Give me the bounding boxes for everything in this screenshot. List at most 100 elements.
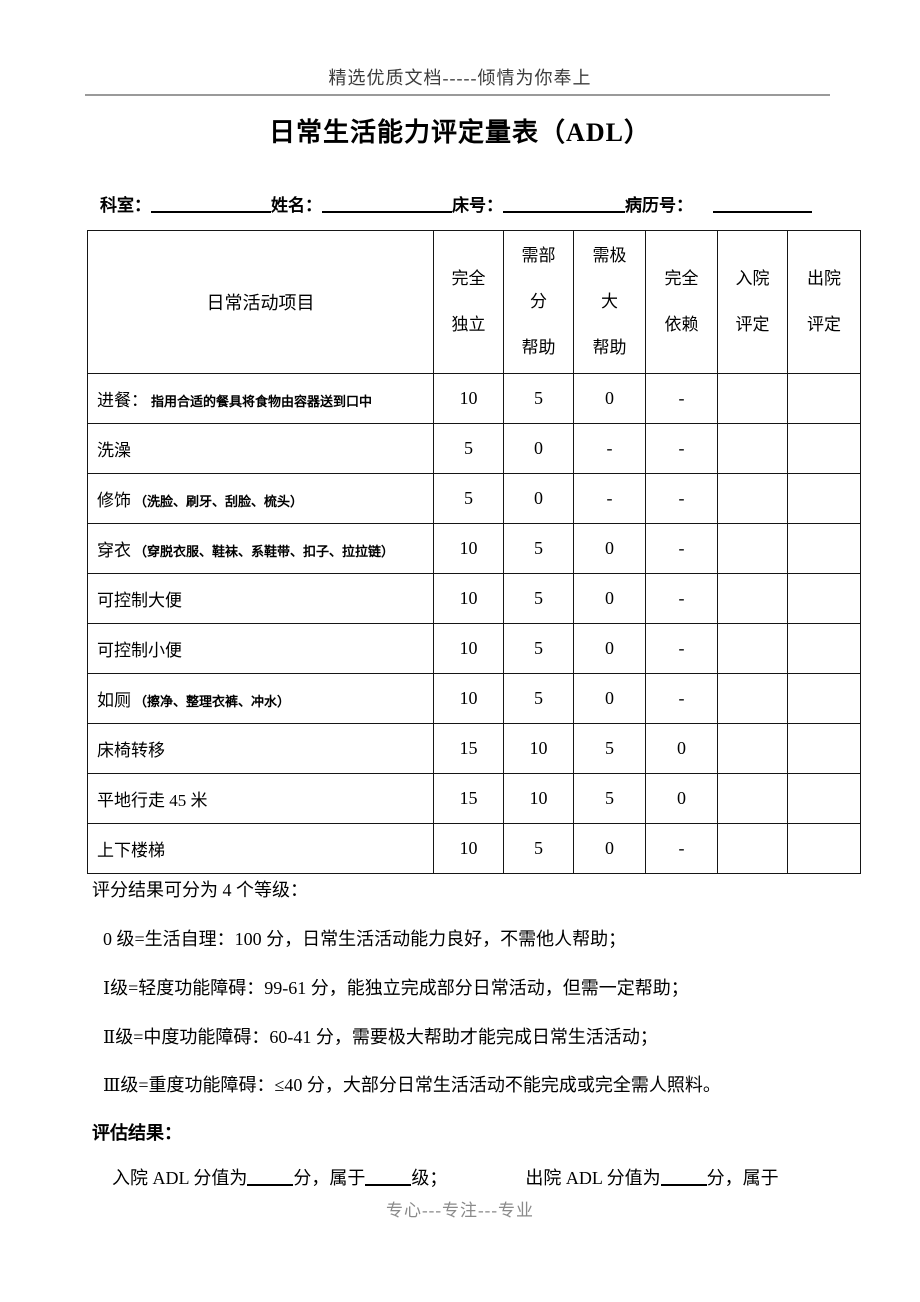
discharge-adl-prefix: 出院 ADL 分值为 — [525, 1168, 661, 1188]
score-cell: 5 — [503, 823, 574, 874]
discharge-eval-cell[interactable] — [787, 773, 861, 824]
col-header-line: 需极 — [592, 246, 627, 265]
score-cell: 5 — [503, 573, 574, 624]
score-cell: 0 — [645, 723, 718, 774]
activity-cell: 如厕 （擦净、整理衣裤、冲水） — [87, 673, 434, 724]
score-cell: 5 — [573, 723, 646, 774]
col-header-line: 分 — [530, 292, 547, 311]
grading-intro: 评分结果可分为 4 个等级： — [92, 880, 308, 900]
bed-blank-field[interactable] — [503, 196, 625, 213]
discharge-eval-cell[interactable] — [787, 623, 861, 674]
grade-level-3: Ⅲ级=重度功能障碍：≤40 分，大部分日常生活活动不能完成或完全需人照料。 — [103, 1075, 721, 1095]
score-cell: 10 — [433, 523, 504, 574]
admission-eval-cell[interactable] — [717, 423, 788, 474]
discharge-score-blank[interactable] — [660, 1169, 707, 1186]
score-cell: 0 — [573, 623, 646, 674]
activity-desc: 指用合适的餐具将食物由容器送到口中 — [151, 394, 373, 409]
discharge-eval-cell[interactable] — [787, 423, 861, 474]
score-cell: 0 — [573, 673, 646, 724]
activity-cell: 可控制大便 — [87, 573, 434, 624]
score-cell: 5 — [503, 673, 574, 724]
patient-info-line: 科室： 姓名： 床号： 病历号： — [100, 191, 840, 216]
score-cell: 15 — [433, 773, 504, 824]
score-cell: 0 — [573, 573, 646, 624]
score-cell: 10 — [433, 623, 504, 674]
score-cell: - — [645, 373, 718, 424]
activity-desc: （擦净、整理衣裤、冲水） — [134, 694, 291, 709]
admission-eval-cell[interactable] — [717, 623, 788, 674]
admission-eval-cell[interactable] — [717, 523, 788, 574]
record-label: 病历号： — [625, 196, 693, 215]
discharge-eval-cell[interactable] — [787, 673, 861, 724]
score-cell: 5 — [433, 423, 504, 474]
table-row-dressing: 穿衣 （穿脱衣服、鞋袜、系鞋带、扣子、拉拉链） 10 5 0 - — [87, 523, 861, 574]
dept-blank-field[interactable] — [151, 196, 271, 213]
col-header-line: 依赖 — [664, 315, 699, 334]
table-row-transfer: 床椅转移 15 10 5 0 — [87, 723, 861, 774]
score-cell: - — [645, 523, 718, 574]
activity-name: 上下楼梯 — [97, 841, 165, 860]
bed-label: 床号： — [452, 196, 503, 215]
discharge-eval-cell[interactable] — [787, 723, 861, 774]
col-header-admission-eval: 入院 评定 — [717, 230, 788, 374]
admission-score-blank[interactable] — [247, 1169, 294, 1186]
discharge-eval-cell[interactable] — [787, 823, 861, 874]
activity-name: 穿衣 — [97, 541, 131, 560]
name-label: 姓名： — [271, 196, 322, 215]
activity-cell: 洗澡 — [87, 423, 434, 474]
score-cell: 0 — [503, 423, 574, 474]
table-row-stairs: 上下楼梯 10 5 0 - — [87, 823, 861, 874]
activity-desc: （穿脱衣服、鞋袜、系鞋带、扣子、拉拉链） — [134, 544, 395, 559]
admission-eval-cell[interactable] — [717, 473, 788, 524]
discharge-eval-cell[interactable] — [787, 573, 861, 624]
activity-cell: 穿衣 （穿脱衣服、鞋袜、系鞋带、扣子、拉拉链） — [87, 523, 434, 574]
admission-eval-cell[interactable] — [717, 773, 788, 824]
table-row-grooming: 修饰 （洗脸、刷牙、刮脸、梳头） 5 0 - - — [87, 473, 861, 524]
grade-level-0: 0 级=生活自理：100 分，日常生活活动能力良好，不需他人帮助； — [103, 929, 627, 949]
score-cell: - — [573, 473, 646, 524]
activity-name: 洗澡 — [97, 441, 131, 460]
admission-eval-cell[interactable] — [717, 573, 788, 624]
score-cell: - — [573, 423, 646, 474]
admission-grade-blank[interactable] — [365, 1169, 412, 1186]
activity-name: 修饰 — [97, 491, 131, 510]
discharge-eval-cell[interactable] — [787, 523, 861, 574]
activity-name: 可控制大便 — [97, 591, 182, 610]
col-header-line: 完全 — [664, 269, 699, 288]
record-blank-field[interactable] — [713, 196, 812, 213]
activity-cell: 床椅转移 — [87, 723, 434, 774]
activity-cell: 进餐： 指用合适的餐具将食物由容器送到口中 — [87, 373, 434, 424]
score-cell: 10 — [433, 573, 504, 624]
activity-cell: 修饰 （洗脸、刷牙、刮脸、梳头） — [87, 473, 434, 524]
table-row-eating: 进餐： 指用合适的餐具将食物由容器送到口中 10 5 0 - — [87, 373, 861, 424]
table-row-toileting: 如厕 （擦净、整理衣裤、冲水） 10 5 0 - — [87, 673, 861, 724]
grade-level-1: Ⅰ级=轻度功能障碍：99-61 分，能独立完成部分日常活动，但需一定帮助； — [103, 978, 689, 998]
score-cell: 10 — [433, 373, 504, 424]
admission-eval-cell[interactable] — [717, 673, 788, 724]
score-cell: - — [645, 473, 718, 524]
col-header-independent: 完全 独立 — [433, 230, 504, 374]
admission-grade-suffix: 级； — [411, 1168, 448, 1188]
name-blank-field[interactable] — [322, 196, 452, 213]
table-row-bladder-control: 可控制小便 10 5 0 - — [87, 623, 861, 674]
admission-eval-cell[interactable] — [717, 373, 788, 424]
score-cell: 0 — [573, 823, 646, 874]
score-cell: - — [645, 423, 718, 474]
score-cell: 10 — [433, 673, 504, 724]
activity-desc: （洗脸、刷牙、刮脸、梳头） — [134, 494, 304, 509]
score-cell: 15 — [433, 723, 504, 774]
activity-cell: 平地行走 45 米 — [87, 773, 434, 824]
col-header-line: 完全 — [451, 269, 486, 288]
discharge-eval-cell[interactable] — [787, 373, 861, 424]
score-cell: - — [645, 673, 718, 724]
discharge-eval-cell[interactable] — [787, 473, 861, 524]
col-header-discharge-eval: 出院 评定 — [787, 230, 861, 374]
col-header-line: 独立 — [451, 315, 486, 334]
score-cell: 0 — [573, 373, 646, 424]
page-title: 日常生活能力评定量表（ADL） — [269, 118, 651, 147]
score-cell: 0 — [573, 523, 646, 574]
admission-eval-cell[interactable] — [717, 823, 788, 874]
admission-eval-cell[interactable] — [717, 723, 788, 774]
score-cell: - — [645, 823, 718, 874]
